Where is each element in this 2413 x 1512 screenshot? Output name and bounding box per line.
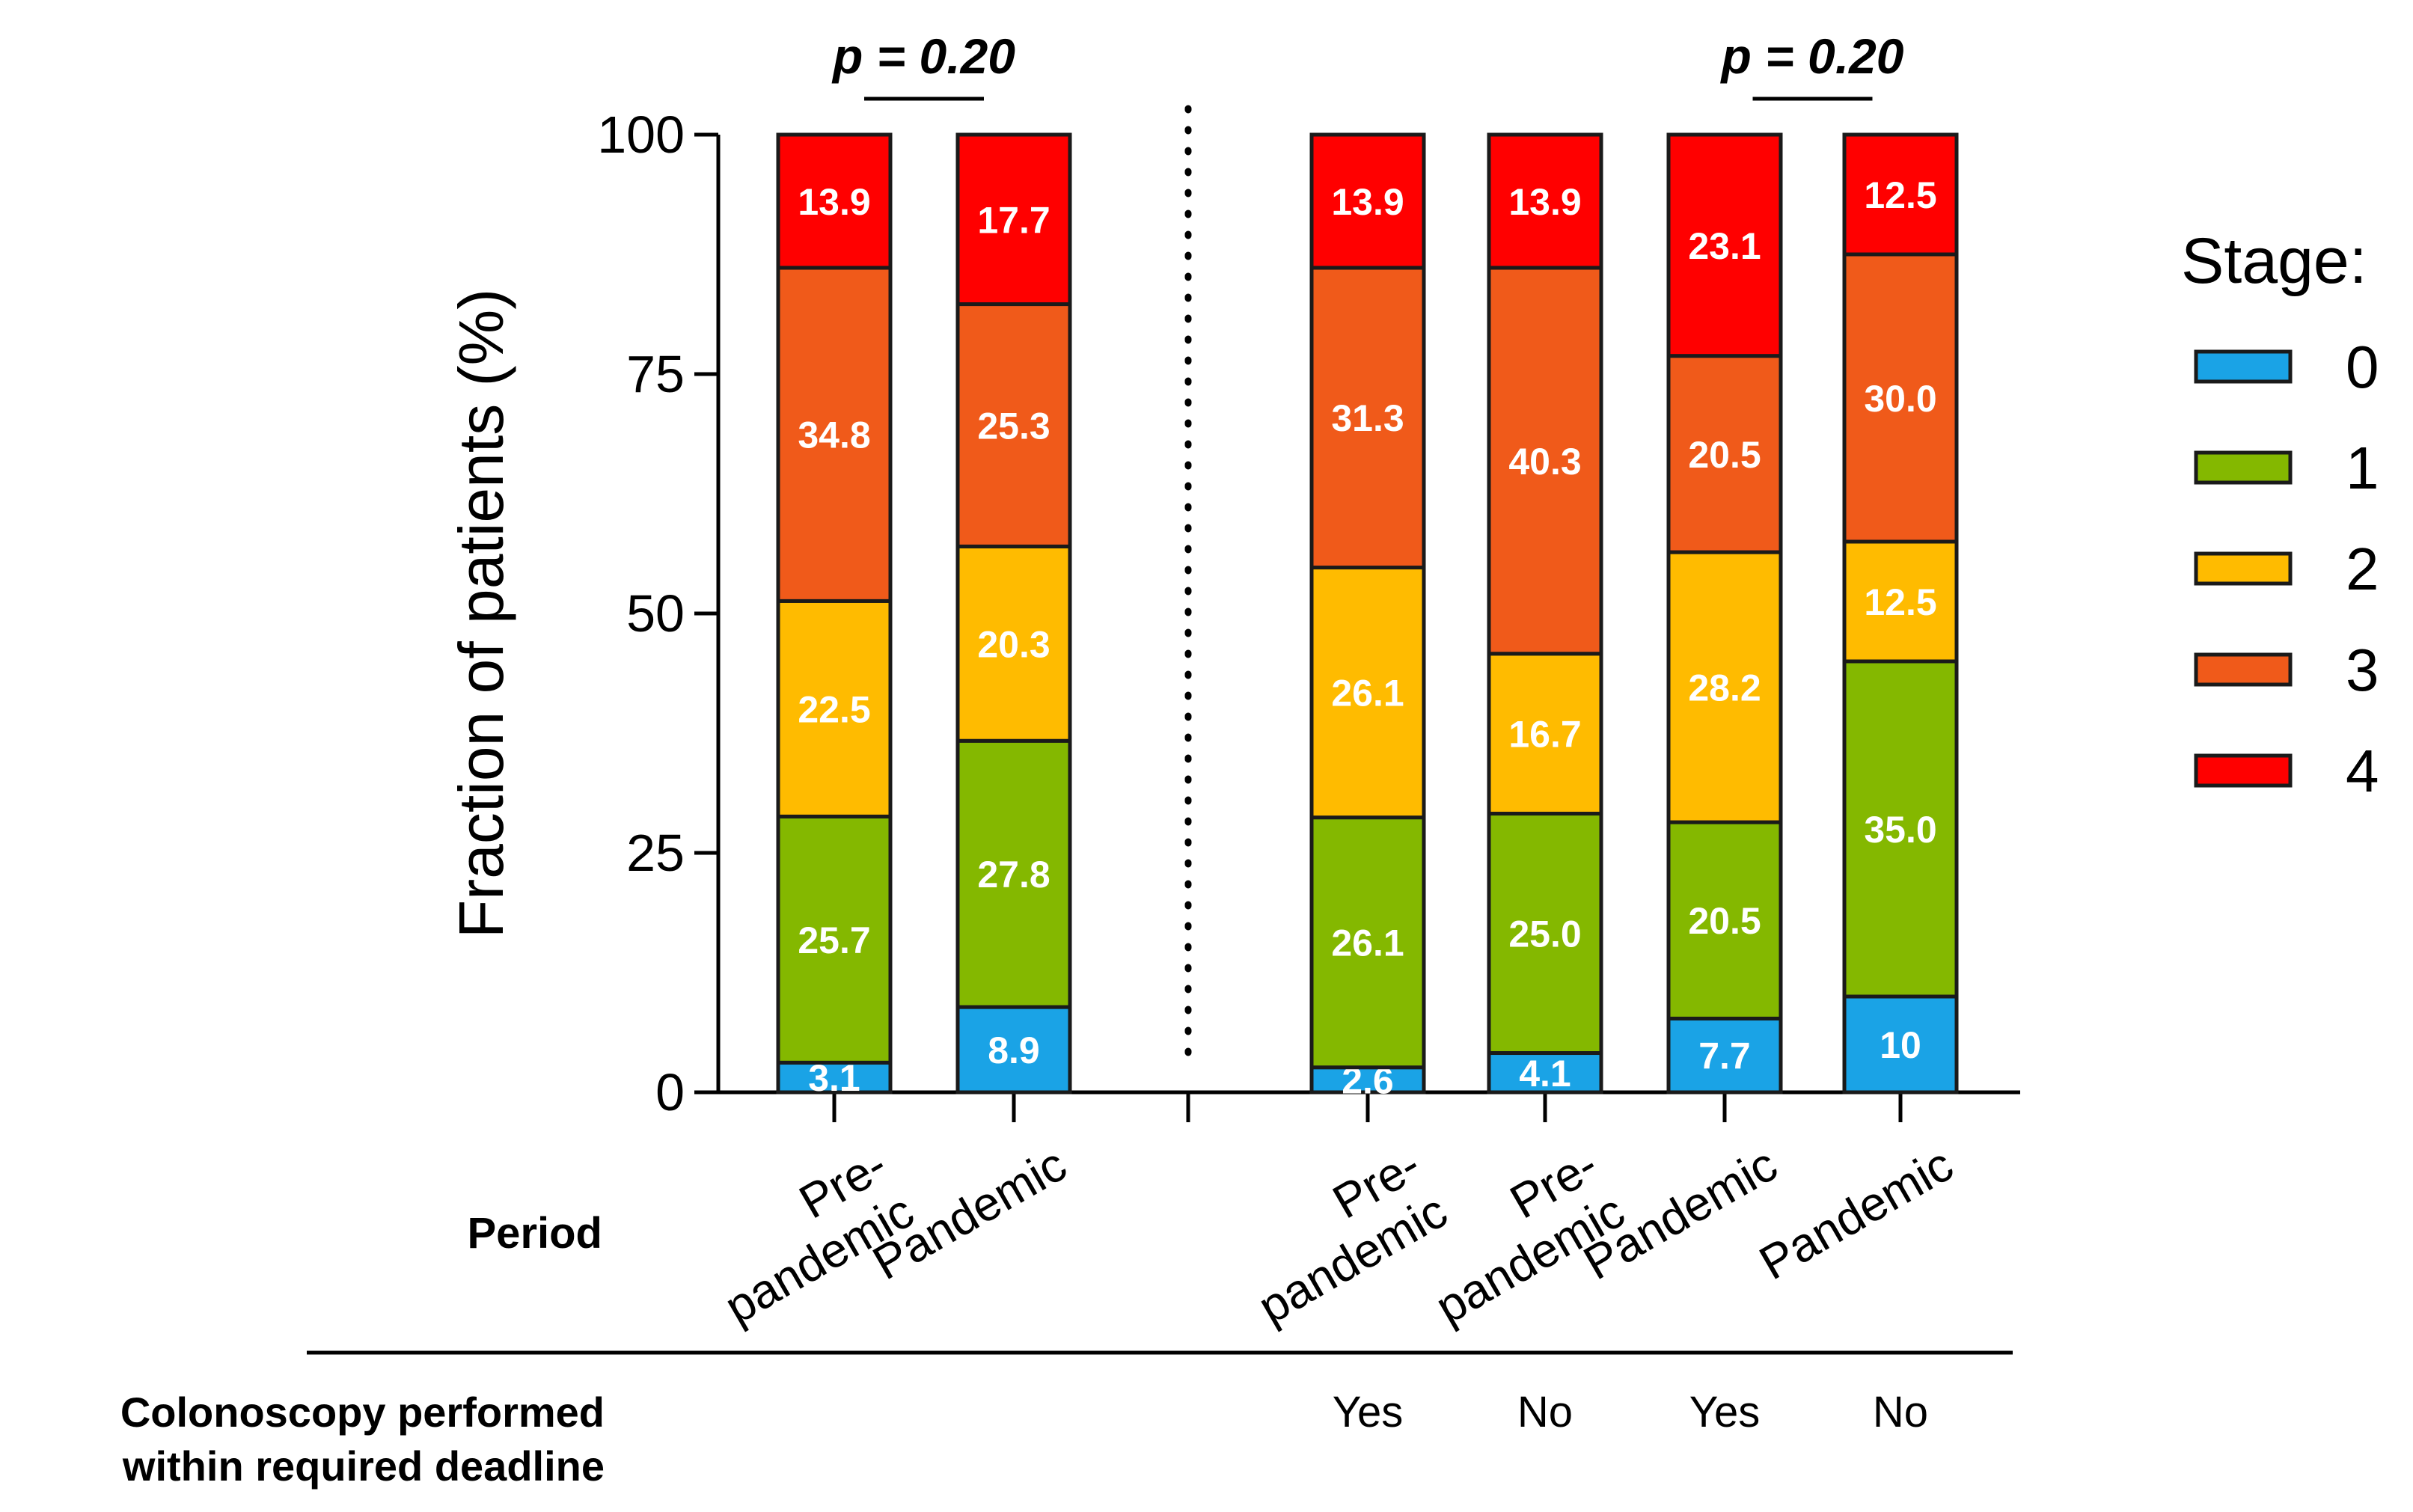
bar-segment-stage-1 [1309,815,1426,1070]
deadline-value: No [1517,1388,1573,1436]
data-label: 16.7 [1508,714,1581,756]
data-label: 25.3 [977,405,1050,447]
data-label: 7.7 [1698,1035,1751,1077]
bar-segment-stage-1 [1842,659,1959,999]
legend-label: 1 [2346,435,2379,501]
legend-swatch-stage-3 [2194,652,2293,687]
deadline-value: Yes [1689,1388,1761,1436]
data-label: 10 [1880,1024,1921,1066]
data-label: 8.9 [988,1029,1040,1071]
data-label: 4.1 [1519,1053,1571,1095]
bar-segment-stage-0 [776,1060,893,1095]
bar-segment-stage-2 [1309,566,1426,820]
bar-segment-stage-0 [1487,1051,1603,1095]
bar-segment-stage-3 [776,266,893,603]
y-tick-label: 75 [626,345,685,403]
y-axis-label: Fraction of patients (%) [446,289,516,938]
legend-swatch-stage-2 [2194,551,2293,586]
bar-segment-stage-1 [1487,812,1603,1056]
deadline-row-label: within required deadline [122,1442,605,1490]
data-label: 25.0 [1508,913,1581,955]
category-label: Pandemic [1751,1137,1962,1291]
bar-segment-stage-1 [955,738,1072,1009]
deadline-value: Yes [1333,1388,1404,1436]
data-label: 22.5 [798,688,870,730]
bar-segment-stage-3 [1842,252,1959,544]
data-label: 30.0 [1864,378,1936,420]
data-label: 27.8 [977,854,1050,896]
data-label: 34.8 [798,414,870,456]
bar-segment-stage-4 [776,132,893,270]
bar-segment-stage-4 [1309,132,1426,270]
bar-segment-stage-0 [955,1005,1072,1095]
data-label: 40.3 [1508,441,1581,483]
y-tick-label: 100 [597,105,685,164]
legend-label: 2 [2346,536,2379,602]
bar-segment-stage-3 [1487,266,1603,656]
data-label: 13.9 [798,181,870,223]
bar-segment-stage-2 [1666,550,1783,824]
p-value-annotation: p = 0.20 [1720,28,1904,84]
data-label: 20.5 [1688,434,1761,476]
y-tick-label: 50 [626,584,685,643]
bar-segment-stage-1 [776,814,893,1065]
deadline-value: No [1873,1388,1928,1436]
bar-segment-stage-3 [1666,354,1783,554]
data-label: 31.3 [1331,397,1404,439]
bar-segment-stage-4 [955,132,1072,307]
data-label: 25.7 [798,919,870,961]
data-label: 23.1 [1688,225,1761,267]
legend-label: 0 [2346,334,2379,400]
legend-swatch-stage-1 [2194,450,2293,485]
data-label: 17.7 [977,199,1050,241]
y-tick-label: 0 [655,1063,685,1121]
bar-segment-stage-0 [1842,994,1959,1095]
bar-segment-stage-1 [1666,820,1783,1020]
legend-title: Stage: [2181,225,2367,297]
bar-segment-stage-4 [1842,132,1959,257]
data-label: 20.5 [1688,900,1761,942]
data-label: 12.5 [1864,581,1936,623]
p-value-annotation: p = 0.20 [831,28,1015,84]
bar-segment-stage-4 [1666,132,1783,358]
data-label: 28.2 [1688,667,1761,709]
y-tick-label: 25 [626,824,685,882]
legend-label: 4 [2346,738,2379,804]
data-label: 13.9 [1508,181,1581,223]
data-label: 20.3 [977,623,1050,665]
deadline-row-label: Colonoscopy performed [120,1389,605,1436]
period-row-label: Period [468,1209,603,1258]
data-label: 12.5 [1864,174,1936,216]
legend-swatch-stage-4 [2194,753,2293,788]
data-label: 26.1 [1331,922,1404,964]
legend-label: 3 [2346,637,2379,703]
bar-segment-stage-0 [1666,1016,1783,1095]
legend-swatch-stage-0 [2194,349,2293,384]
bar-segment-stage-2 [1842,539,1959,664]
bar-segment-stage-2 [955,544,1072,743]
bar-segment-stage-3 [1309,266,1426,570]
data-label: 26.1 [1331,673,1404,714]
data-label: 13.9 [1331,181,1404,223]
data-label: 35.0 [1864,809,1936,851]
bar-segment-stage-4 [1487,132,1603,270]
